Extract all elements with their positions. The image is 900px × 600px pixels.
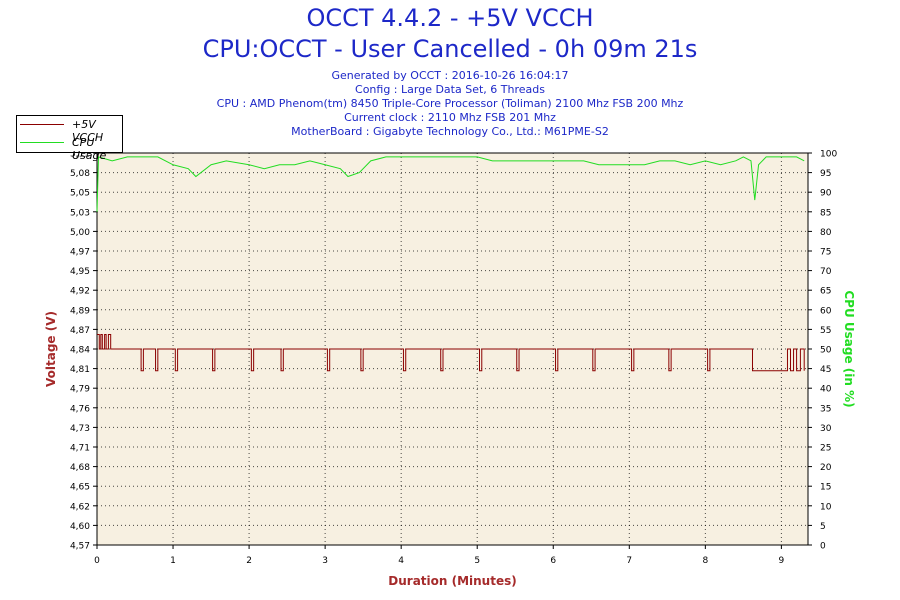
y-right-tick-label: 65 <box>820 287 831 297</box>
y-right-tick-label: 35 <box>820 404 831 414</box>
y-right-tick-label: 45 <box>820 365 831 375</box>
x-tick-label: 7 <box>626 556 632 566</box>
chart-subtitle: CPU:OCCT - User Cancelled - 0h 09m 21s <box>202 35 698 63</box>
x-tick-label: 0 <box>94 556 100 566</box>
y-right-tick-label: 30 <box>820 424 832 434</box>
info-current-clock: Current clock : 2110 Mhz FSB 201 Mhz <box>344 111 556 124</box>
y-left-tick-label: 5,00 <box>70 228 90 238</box>
y-right-tick-label: 75 <box>820 248 831 258</box>
series-cpu-usage-line <box>96 156 805 212</box>
y-left-tick-label: 4,65 <box>70 483 90 493</box>
y-right-tick-label: 100 <box>820 150 837 160</box>
x-tick-label: 6 <box>550 556 556 566</box>
y-left-tick-label: 4,71 <box>70 444 90 454</box>
y-left-tick-label: 5,11 <box>70 150 90 160</box>
legend: +5V VCCH CPU Usage <box>16 115 123 162</box>
y-left-tick-label: 4,68 <box>70 463 90 473</box>
y-right-tick-label: 20 <box>820 463 832 473</box>
y-right-tick-label: 10 <box>820 502 832 512</box>
chart-title: OCCT 4.4.2 - +5V VCCH <box>306 4 594 32</box>
x-tick-label: 4 <box>398 556 404 566</box>
x-tick-label: 8 <box>702 556 708 566</box>
y-right-tick-label: 0 <box>820 542 826 552</box>
x-tick-label: 3 <box>322 556 328 566</box>
legend-item-cpu: CPU Usage <box>17 134 122 162</box>
info-config: Config : Large Data Set, 6 Threads <box>355 83 545 96</box>
x-tick-label: 2 <box>246 556 252 566</box>
axes: 4,57 04,60 54,62 104,65 154,68 204,71 254,73 30… <box>70 150 837 567</box>
y-left-tick-label: 5,05 <box>70 189 90 199</box>
y-left-tick-label: 4,95 <box>70 267 90 277</box>
plot-frame <box>96 152 809 546</box>
y-left-tick-label: 4,81 <box>70 365 90 375</box>
y-axis-left-label: Voltage (V) <box>44 311 58 387</box>
y-right-tick-label: 95 <box>820 169 831 179</box>
y-left-tick-label: 4,76 <box>70 404 90 414</box>
y-right-tick-label: 70 <box>820 267 832 277</box>
y-right-tick-label: 50 <box>820 346 832 356</box>
legend-swatch-cpu <box>20 142 64 143</box>
y-left-tick-label: 4,79 <box>70 385 90 395</box>
series-layer <box>96 156 805 372</box>
x-tick-label: 1 <box>170 556 176 566</box>
series-voltage-line <box>97 333 805 372</box>
y-left-tick-label: 4,73 <box>70 424 90 434</box>
x-tick-label: 5 <box>474 556 480 566</box>
x-tick-label: 9 <box>779 556 785 566</box>
info-generated: Generated by OCCT : 2016-10-26 16:04:17 <box>331 69 569 82</box>
legend-label-voltage: +5V VCCH <box>72 118 104 144</box>
legend-item-voltage: +5V VCCH <box>17 116 122 144</box>
info-motherboard: MotherBoard : Gigabyte Technology Co., L… <box>291 125 609 138</box>
y-right-tick-label: 85 <box>820 208 831 218</box>
legend-swatch-voltage <box>20 124 64 125</box>
y-left-tick-label: 4,97 <box>70 248 90 258</box>
y-left-tick-label: 5,08 <box>70 169 90 179</box>
y-right-tick-label: 15 <box>820 483 831 493</box>
y-left-tick-label: 4,62 <box>70 502 90 512</box>
y-right-tick-label: 25 <box>820 444 831 454</box>
y-right-tick-label: 60 <box>820 306 832 316</box>
y-left-tick-label: 5,03 <box>70 208 90 218</box>
info-cpu: CPU : AMD Phenom(tm) 8450 Triple-Core Pr… <box>216 97 684 110</box>
y-left-tick-label: 4,87 <box>70 326 90 336</box>
y-axis-right-label: CPU Usage (in %) <box>842 290 856 407</box>
legend-label-cpu: CPU Usage <box>72 136 107 162</box>
y-right-tick-label: 55 <box>820 326 831 336</box>
y-right-tick-label: 40 <box>820 385 832 395</box>
y-right-tick-label: 90 <box>820 189 832 199</box>
y-left-tick-label: 4,84 <box>70 346 90 356</box>
y-right-tick-label: 5 <box>820 522 826 532</box>
y-left-tick-label: 4,89 <box>70 306 90 316</box>
x-axis-label: Duration (Minutes) <box>388 574 516 588</box>
y-left-tick-label: 4,60 <box>70 522 90 532</box>
y-left-tick-label: 4,57 <box>70 542 90 552</box>
y-left-tick-label: 4,92 <box>70 287 90 297</box>
y-right-tick-label: 80 <box>820 228 832 238</box>
